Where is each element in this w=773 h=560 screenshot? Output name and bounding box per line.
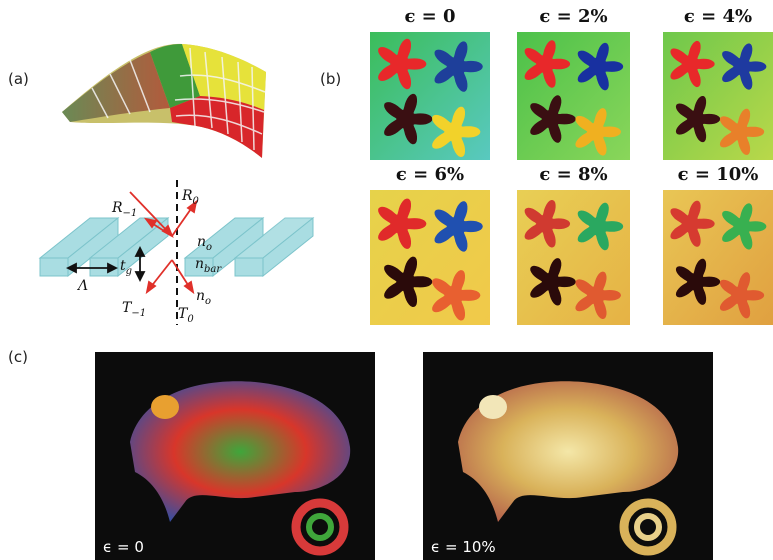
subscript: −1 [131, 308, 146, 319]
flower-pattern [384, 256, 433, 307]
symbol: Λ [76, 278, 88, 294]
flower-pattern [675, 96, 721, 143]
subscript: o [206, 242, 212, 253]
panel-title: ϵ = 0 [404, 6, 455, 27]
subscript: g [126, 266, 132, 277]
flower-pattern [378, 38, 427, 90]
flower-pattern [524, 200, 571, 248]
symbol: T [122, 300, 133, 316]
chameleon-eye [479, 395, 507, 419]
flower-pattern [670, 200, 715, 247]
chameleon [458, 381, 679, 522]
symbol: n [197, 234, 206, 250]
symbol-label: tg [120, 258, 132, 277]
subscript: 0 [193, 196, 200, 207]
chameleon-tail [634, 513, 662, 541]
flower-pattern [434, 201, 483, 252]
panel-label: (c) [8, 348, 28, 366]
panel-title: ϵ = 8% [539, 164, 607, 185]
subscript: bar [204, 264, 222, 275]
symbol: t [120, 258, 126, 274]
flower-pattern [524, 40, 571, 88]
photo-caption: ϵ = 0 [103, 538, 144, 556]
panel-title: ϵ = 6% [396, 164, 464, 185]
symbol: R [111, 200, 123, 216]
symbol-label: R0 [181, 188, 200, 207]
symbol: n [196, 288, 205, 304]
flower-pattern [575, 108, 621, 156]
chameleon-tail [306, 513, 334, 541]
panel-label: (b) [320, 70, 341, 88]
flower-pattern [719, 272, 765, 319]
symbol-label: Λ [76, 278, 88, 294]
panel-title: ϵ = 10% [678, 164, 759, 185]
flower-pattern [432, 270, 481, 321]
grating-bars [38, 216, 315, 278]
ray-arrows [129, 191, 198, 295]
symbol: R [181, 188, 193, 204]
chameleon-tail [291, 498, 349, 556]
flower-pattern [719, 108, 765, 155]
flower-pattern [384, 93, 433, 145]
photo-caption: ϵ = 10% [431, 538, 496, 556]
chameleon-eye [151, 395, 179, 419]
panel-label: (a) [8, 70, 29, 88]
flower-pattern [577, 202, 624, 251]
flower-pattern [530, 258, 576, 306]
symbol: n [195, 256, 204, 272]
flower-pattern [530, 95, 576, 143]
symbol-label: T0 [178, 306, 194, 325]
flower-pattern [378, 198, 427, 249]
dimension-arrows [65, 245, 146, 283]
symbol-label: no [197, 234, 212, 253]
flower-pattern [722, 43, 767, 90]
flower-pattern [670, 40, 715, 88]
flower-pattern [432, 106, 481, 157]
subscript: o [205, 296, 211, 307]
flower-pattern [722, 203, 767, 250]
chameleon-tail [619, 498, 677, 556]
flower-pattern [575, 271, 621, 319]
curved-surface [62, 43, 266, 158]
symbol-label: no [196, 288, 211, 307]
symbol: T [178, 306, 189, 322]
flower-pattern [434, 41, 483, 92]
chameleon [130, 381, 351, 522]
panel-title: ϵ = 2% [539, 6, 607, 27]
symbol-label: nbar [195, 256, 222, 275]
flower-pattern [577, 42, 624, 91]
symbol-label: T−1 [122, 300, 146, 319]
symbol-label: R−1 [111, 200, 137, 219]
flower-pattern [675, 258, 721, 305]
subscript: −1 [123, 208, 138, 219]
panel-title: ϵ = 4% [684, 6, 752, 27]
subscript: 0 [187, 314, 194, 325]
